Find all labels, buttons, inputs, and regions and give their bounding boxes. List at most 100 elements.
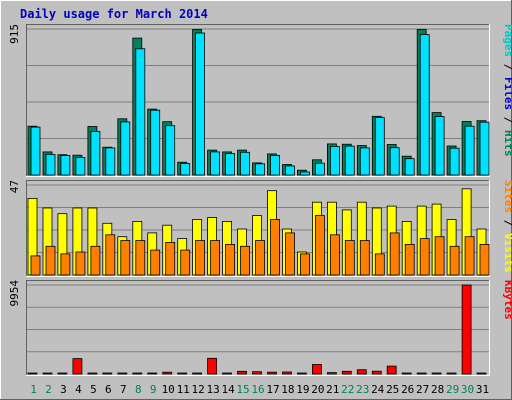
bar-files-day-21 [329, 146, 340, 176]
legend-hits: Hits [502, 130, 512, 157]
bar-kbytes-day-13 [207, 357, 218, 375]
bar-sites-day-23 [359, 240, 370, 276]
bar-sites-day-15 [240, 245, 250, 276]
bar-files-day-5 [90, 130, 101, 176]
bar-files-day-8 [135, 48, 146, 176]
bar-kbytes-day-20 [311, 364, 322, 375]
series-axis-label: Sites / Visits [502, 180, 512, 273]
bar-sites-day-13 [210, 240, 221, 276]
bar-kbytes-day-1 [27, 372, 38, 375]
series-axis-label: KBytes [502, 280, 512, 320]
legend-visits: Visits [502, 233, 512, 273]
bar-kbytes-day-23 [356, 369, 367, 375]
bar-kbytes-day-12 [192, 372, 203, 375]
panel-hits: 915 Pages / Files / Hits [8, 24, 512, 177]
bar-sites-day-17 [270, 219, 280, 276]
x-tick-label: 15 [236, 383, 249, 396]
bar-kbytes-day-6 [102, 372, 113, 375]
bar-kbytes-day-28 [431, 372, 442, 375]
bar-kbytes-day-9 [147, 372, 158, 375]
bar-kbytes-day-30 [461, 284, 472, 375]
bar-kbytes-day-27 [416, 372, 427, 375]
x-tick-label: 2 [45, 383, 52, 396]
bar-files-day-4 [75, 156, 86, 176]
bar-sites-day-6 [105, 234, 116, 276]
bar-files-day-10 [165, 125, 176, 176]
bar-files-day-6 [105, 147, 116, 176]
x-tick-label: 19 [296, 383, 309, 396]
bar-files-day-22 [344, 145, 355, 176]
bar-files-day-12 [195, 32, 206, 176]
bar-files-day-3 [60, 155, 71, 176]
x-tick-label: 18 [281, 383, 294, 396]
bar-sites-day-21 [329, 234, 340, 276]
x-tick-label: 12 [191, 383, 204, 396]
bar-kbytes-day-10 [162, 371, 173, 375]
legend-pages: Pages [502, 24, 512, 57]
bar-kbytes-day-18 [282, 371, 292, 375]
bar-sites-day-10 [165, 241, 176, 276]
x-tick-label: 21 [326, 383, 339, 396]
x-tick-label: 14 [221, 383, 235, 396]
chart-title: Daily usage for March 2014 [20, 7, 208, 21]
x-tick-label: 27 [416, 383, 429, 396]
x-tick-label: 3 [60, 383, 67, 396]
x-axis-labels: 1 2 3 4 5 6 7 8 9 10 11 12 13 14 15 16 17 18 19 20 21 22 23 24 2… [30, 383, 489, 396]
x-tick-label: 8 [135, 383, 142, 396]
bar-kbytes-day-7 [117, 372, 128, 375]
bar-files-day-17 [270, 154, 280, 176]
x-tick-label: 16 [251, 383, 264, 396]
bar-files-day-1 [30, 126, 41, 176]
bar-files-day-18 [285, 165, 295, 176]
x-tick-label: 5 [90, 383, 97, 396]
bar-kbytes-day-19 [296, 372, 307, 375]
x-tick-label: 6 [105, 383, 112, 396]
bar-sites-day-26 [404, 243, 415, 276]
bar-files-day-2 [45, 153, 56, 176]
bar-sites-day-29 [449, 245, 460, 276]
bar-kbytes-day-5 [87, 372, 98, 375]
bar-sites-day-20 [314, 215, 325, 276]
bar-kbytes-day-21 [326, 372, 337, 375]
bar-sites-day-2 [45, 245, 56, 276]
x-tick-label: 17 [266, 383, 279, 396]
bar-kbytes-day-26 [401, 372, 412, 375]
x-tick-label: 10 [162, 383, 175, 396]
x-tick-label: 23 [356, 383, 369, 396]
x-tick-label: 30 [461, 383, 474, 396]
bar-sites-day-30 [464, 236, 475, 276]
x-tick-label: 22 [341, 383, 354, 396]
bar-kbytes-day-8 [132, 372, 143, 375]
x-tick-label: 13 [206, 383, 219, 396]
bar-sites-day-11 [180, 249, 191, 276]
bar-kbytes-day-31 [476, 372, 487, 375]
bar-sites-day-18 [285, 232, 295, 276]
x-tick-label: 11 [177, 383, 190, 396]
bar-sites-day-19 [299, 253, 310, 276]
panel-visits: 47 Sites / Visits [8, 180, 512, 277]
bar-files-day-16 [255, 163, 265, 176]
x-tick-label: 9 [150, 383, 157, 396]
bar-files-day-11 [180, 163, 191, 176]
bar-files-day-27 [419, 34, 430, 176]
bar-kbytes-day-15 [237, 370, 247, 375]
panel-kbytes: 9954 KBytes [8, 280, 512, 376]
bar-sites-day-25 [389, 232, 400, 276]
bar-kbytes-day-25 [386, 365, 397, 375]
y-max-label: 47 [8, 180, 21, 193]
bar-kbytes-day-22 [341, 370, 352, 375]
x-tick-label: 29 [446, 383, 459, 396]
bar-sites-day-16 [255, 240, 265, 276]
bar-sites-day-4 [75, 251, 86, 276]
bar-kbytes-day-2 [42, 372, 53, 375]
panel-background [26, 280, 490, 376]
bar-files-day-19 [299, 171, 310, 176]
x-tick-label: 20 [311, 383, 324, 396]
bar-files-day-28 [434, 116, 445, 176]
bar-sites-day-12 [195, 240, 206, 276]
bar-kbytes-day-3 [57, 372, 68, 375]
bar-sites-day-5 [90, 245, 101, 276]
bar-sites-day-24 [374, 253, 385, 276]
series-axis-label: Pages / Files / Hits [502, 24, 512, 157]
bar-files-day-29 [449, 147, 460, 176]
